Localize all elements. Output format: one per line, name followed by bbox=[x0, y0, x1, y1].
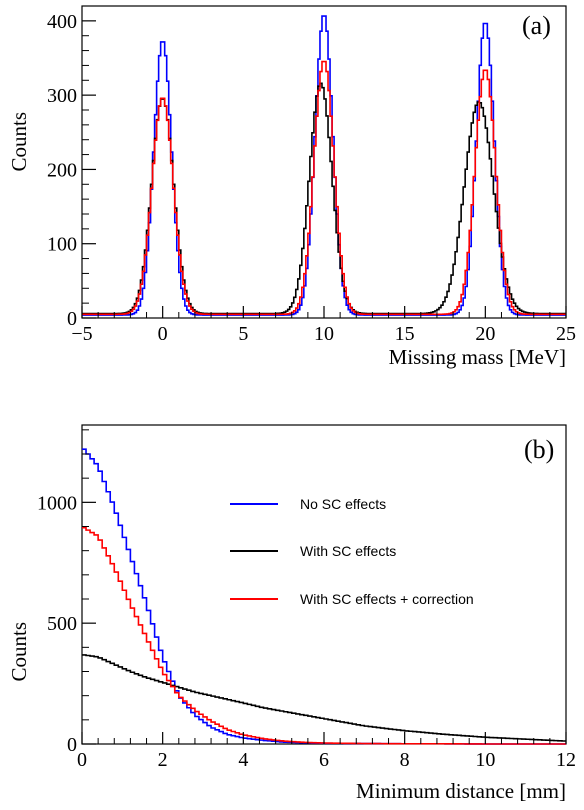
histogram-series-3 bbox=[82, 60, 566, 316]
x-tick-label: 6 bbox=[319, 749, 329, 771]
histogram-series-1 bbox=[82, 15, 566, 316]
panel-label-a: (a) bbox=[522, 11, 551, 40]
y-tick-label: 1000 bbox=[37, 492, 77, 514]
x-tick-label: 0 bbox=[77, 749, 87, 771]
y-axis-title-b: Counts bbox=[7, 622, 31, 682]
x-tick-label: 12 bbox=[556, 749, 576, 771]
plot-frame-b bbox=[81, 424, 567, 745]
x-tick-label: 25 bbox=[556, 323, 576, 345]
legend: No SC effects With SC effects With SC ef… bbox=[230, 496, 474, 607]
legend-label-with-sc-correction: With SC effects + correction bbox=[300, 591, 474, 607]
x-tick-label: 15 bbox=[395, 323, 415, 345]
x-tick-label: 4 bbox=[238, 749, 248, 771]
x-tick-label: 0 bbox=[158, 323, 168, 345]
axis-ticks-b: 0 2 4 6 8 10 12 0 500 1000 bbox=[37, 429, 576, 771]
y-tick-label: 100 bbox=[47, 234, 77, 256]
x-tick-label: −5 bbox=[71, 323, 92, 345]
x-tick-label: 2 bbox=[158, 749, 168, 771]
x-tick-label: 10 bbox=[314, 323, 334, 345]
y-axis-title-a: Counts bbox=[7, 112, 31, 172]
chart-panel-b: 0 2 4 6 8 10 12 0 500 1000 (b) Minimum distance [… bbox=[7, 424, 576, 803]
x-axis-title-a: Missing mass [MeV] bbox=[389, 345, 566, 369]
legend-label-with-sc: With SC effects bbox=[300, 543, 396, 559]
y-tick-label: 0 bbox=[67, 734, 77, 756]
x-axis-title-b: Minimum distance [mm] bbox=[356, 779, 566, 803]
y-tick-label: 0 bbox=[67, 308, 77, 330]
y-tick-label: 300 bbox=[47, 85, 77, 107]
x-tick-label: 20 bbox=[475, 323, 495, 345]
x-tick-label: 5 bbox=[238, 323, 248, 345]
y-tick-label: 200 bbox=[47, 159, 77, 181]
histogram-lines-a bbox=[82, 15, 566, 316]
histogram-series-3 bbox=[82, 526, 566, 745]
x-tick-label: 8 bbox=[400, 749, 410, 771]
legend-label-no-sc: No SC effects bbox=[300, 496, 386, 512]
x-tick-label: 10 bbox=[475, 749, 495, 771]
y-tick-label: 500 bbox=[47, 613, 77, 635]
y-tick-label: 400 bbox=[47, 11, 77, 33]
histogram-series-2 bbox=[82, 654, 566, 742]
panel-label-b: (b) bbox=[524, 435, 554, 464]
